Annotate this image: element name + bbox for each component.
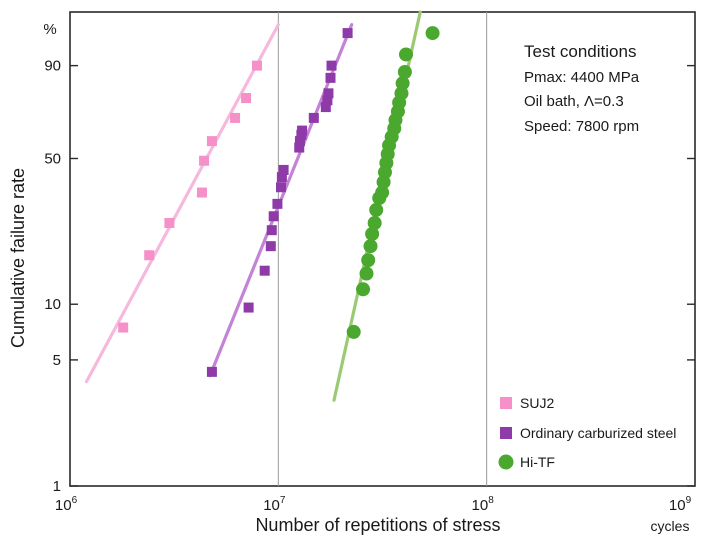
point-ordinary-carburized-steel <box>297 125 308 136</box>
point-suj2 <box>144 250 155 261</box>
point-suj2 <box>118 322 129 333</box>
point-hi-tf <box>375 185 390 200</box>
point-ordinary-carburized-steel <box>276 182 287 193</box>
point-hi-tf <box>369 202 384 217</box>
point-hi-tf <box>425 26 440 41</box>
point-suj2 <box>230 112 241 123</box>
fit-line-suj2 <box>84 23 280 384</box>
legend-label-suj2: SUJ2 <box>520 395 554 411</box>
point-hi-tf <box>398 47 413 62</box>
point-ordinary-carburized-steel <box>294 136 305 147</box>
legend-label-ordinary-carburized-steel: Ordinary carburized steel <box>520 425 676 441</box>
point-ordinary-carburized-steel <box>308 112 319 123</box>
test-conditions-speed: Speed: 7800 rpm <box>524 118 639 135</box>
point-hi-tf <box>356 282 371 297</box>
point-ordinary-carburized-steel <box>272 198 283 209</box>
legend-marker-ordinary-carburized-steel <box>500 427 512 439</box>
point-ordinary-carburized-steel <box>323 88 334 99</box>
test-conditions-annotation: Test conditions Pmax: 4400 MPa Oil bath,… <box>524 42 640 135</box>
point-ordinary-carburized-steel <box>294 142 305 153</box>
data-points <box>118 26 440 377</box>
x-tick-label: 107 <box>263 495 286 514</box>
point-hi-tf <box>363 239 378 254</box>
point-ordinary-carburized-steel <box>265 241 276 252</box>
plot-frame <box>69 11 696 487</box>
x-tick-label: 108 <box>472 495 495 514</box>
point-hi-tf <box>395 76 410 91</box>
x-unit-label: cycles <box>651 518 690 534</box>
legend-marker-hi-tf <box>498 454 514 470</box>
x-tick-exponent: 9 <box>686 495 692 506</box>
y-axis-title: Cumulative failure rate <box>8 168 28 348</box>
test-conditions-pmax: Pmax: 4400 MPa <box>524 69 640 86</box>
point-suj2 <box>252 60 263 71</box>
x-tick-label: 109 <box>669 495 692 514</box>
point-ordinary-carburized-steel <box>268 211 279 222</box>
point-ordinary-carburized-steel <box>342 28 353 39</box>
point-suj2 <box>199 155 210 166</box>
point-ordinary-carburized-steel <box>206 366 217 377</box>
y-tick-label: 50 <box>44 150 61 167</box>
x-tick-exponent: 8 <box>488 495 494 506</box>
point-ordinary-carburized-steel <box>276 172 287 183</box>
point-hi-tf <box>346 324 361 339</box>
point-ordinary-carburized-steel <box>266 225 277 236</box>
y-tick-labels: 1 5 10 50 90 <box>44 58 61 495</box>
point-ordinary-carburized-steel <box>326 60 337 71</box>
x-tick-exponent: 7 <box>280 495 286 506</box>
point-suj2 <box>206 136 217 147</box>
point-ordinary-carburized-steel <box>278 164 289 175</box>
legend: SUJ2 Ordinary carburized steel Hi-TF <box>498 395 676 470</box>
point-hi-tf <box>359 266 374 281</box>
y-tick-label: 5 <box>53 352 61 369</box>
y-tick-label: 10 <box>44 296 61 313</box>
test-conditions-lubrication: Oil bath, Λ=0.3 <box>524 93 624 110</box>
point-hi-tf <box>367 215 382 230</box>
y-tick-label: 90 <box>44 58 61 75</box>
point-suj2 <box>241 93 252 104</box>
point-ordinary-carburized-steel <box>322 95 333 106</box>
test-conditions-title: Test conditions <box>524 42 636 61</box>
y-tick-label: 1 <box>53 478 61 495</box>
x-tick-labels: 106 107 108 109 <box>55 495 692 514</box>
point-ordinary-carburized-steel <box>259 265 270 276</box>
x-axis-title: Number of repetitions of stress <box>255 515 500 535</box>
point-ordinary-carburized-steel <box>243 302 254 313</box>
x-tick-exponent: 6 <box>72 495 78 506</box>
y-unit-label: % <box>43 21 56 38</box>
point-suj2 <box>164 217 175 228</box>
point-ordinary-carburized-steel <box>325 72 336 83</box>
point-ordinary-carburized-steel <box>320 102 331 113</box>
grid-layer <box>70 12 695 487</box>
legend-marker-suj2 <box>500 397 512 409</box>
x-tick-label: 106 <box>55 495 78 514</box>
point-suj2 <box>196 187 207 198</box>
point-hi-tf <box>361 253 376 268</box>
point-hi-tf <box>397 65 412 80</box>
point-hi-tf <box>365 226 380 241</box>
legend-label-hi-tf: Hi-TF <box>520 454 555 470</box>
